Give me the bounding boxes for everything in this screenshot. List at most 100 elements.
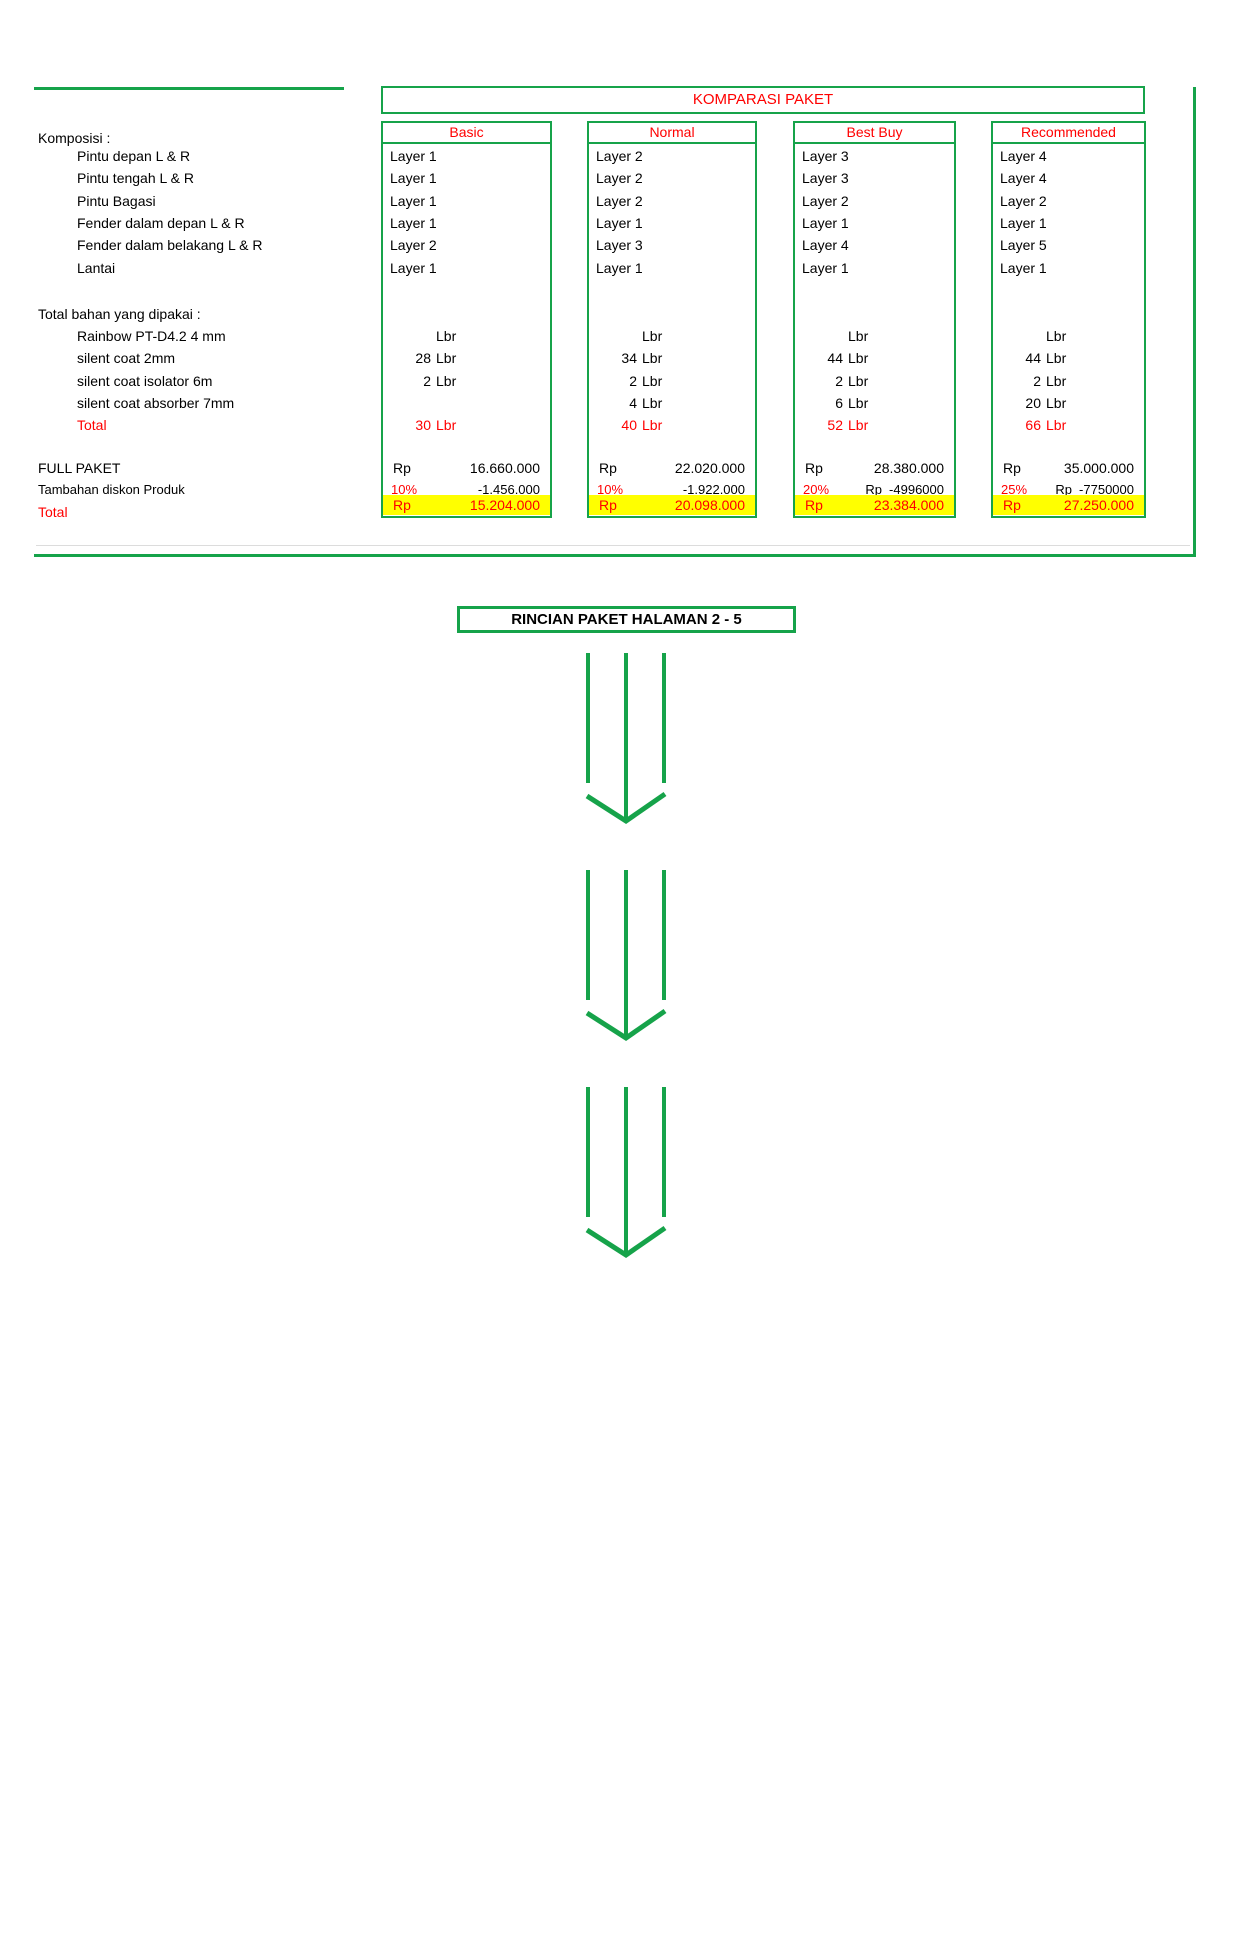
- down-arrow-icon: [585, 870, 667, 1042]
- material-row-label: silent coat isolator 6m: [77, 373, 213, 389]
- composition-row-label: Pintu Bagasi: [77, 193, 156, 209]
- top-left-border-line: [34, 87, 344, 90]
- material-cell: 4 Lbr: [589, 392, 755, 414]
- package-header-bestbuy: Best Buy: [793, 121, 956, 144]
- layer-cell: Layer 4: [1000, 148, 1047, 164]
- right-border-line: [1193, 87, 1196, 557]
- bottom-border-line: [34, 554, 1196, 557]
- layer-cell: Layer 1: [390, 215, 437, 231]
- material-cell: 44 Lbr: [795, 347, 954, 369]
- material-unit: Lbr: [436, 373, 457, 389]
- grand-total-label: Total: [38, 504, 68, 520]
- down-arrow-icon: [585, 653, 667, 825]
- material-unit: Lbr: [1046, 373, 1067, 389]
- material-cell: 44 Lbr: [993, 347, 1144, 369]
- down-arrow-icon: [585, 1087, 667, 1259]
- layer-cell: Layer 2: [1000, 193, 1047, 209]
- composition-row-label: Lantai: [77, 260, 116, 276]
- material-qty: 2: [423, 373, 431, 389]
- material-row-label: Rainbow PT-D4.2 4 mm: [77, 328, 226, 344]
- material-unit: Lbr: [848, 373, 869, 389]
- composition-row-label: Pintu tengah L & R: [77, 170, 195, 186]
- material-qty: 40: [621, 417, 637, 433]
- material-unit: Lbr: [436, 417, 457, 433]
- material-unit: Lbr: [642, 350, 663, 366]
- material-total-label: Total: [77, 417, 107, 433]
- material-cell: 2 Lbr: [993, 370, 1144, 392]
- material-cell: Lbr: [993, 325, 1144, 347]
- material-qty: 2: [1033, 373, 1041, 389]
- layer-cell: Layer 3: [802, 148, 849, 164]
- package-name: Normal: [649, 124, 695, 140]
- material-total-cell: 30 Lbr: [383, 414, 550, 436]
- composition-row-label: Fender dalam belakang L & R: [77, 237, 263, 253]
- material-unit: Lbr: [1046, 395, 1067, 411]
- full-paket-label: FULL PAKET: [38, 460, 121, 476]
- currency: Rp: [1055, 482, 1073, 497]
- material-unit: Lbr: [642, 328, 663, 344]
- material-unit: Lbr: [642, 395, 663, 411]
- material-unit: Lbr: [1046, 417, 1067, 433]
- currency: Rp: [805, 460, 823, 476]
- material-cell: 20 Lbr: [993, 392, 1144, 414]
- package-name: Best Buy: [846, 124, 903, 140]
- total-amount: 27.250.000: [1063, 497, 1134, 513]
- currency: Rp: [393, 460, 411, 476]
- material-qty: 2: [835, 373, 843, 389]
- material-qty: 28: [415, 350, 431, 366]
- discount-pct: 20%: [803, 482, 830, 497]
- total-amount: 20.098.000: [674, 497, 745, 513]
- layer-cell: Layer 3: [596, 237, 643, 253]
- discount-pct: 10%: [597, 482, 624, 497]
- layer-cell: Layer 1: [802, 260, 849, 276]
- material-qty: 34: [621, 350, 637, 366]
- package-column-normal: Layer 2 Layer 2 Layer 2 Layer 1 Layer 3 …: [587, 144, 757, 518]
- discount-amount: -1.456.000: [477, 482, 540, 497]
- material-qty: 30: [415, 417, 431, 433]
- layer-cell: Layer 2: [802, 193, 849, 209]
- currency: Rp: [599, 497, 617, 513]
- layer-cell: Layer 2: [596, 170, 643, 186]
- material-unit: Lbr: [642, 373, 663, 389]
- material-cell: 6 Lbr: [795, 392, 954, 414]
- layer-cell: Layer 1: [1000, 260, 1047, 276]
- material-qty: 2: [629, 373, 637, 389]
- material-qty: 44: [827, 350, 843, 366]
- discount-row: 10% -1.456.000: [383, 479, 550, 501]
- rincian-paket-box: RINCIAN PAKET HALAMAN 2 - 5: [457, 606, 796, 633]
- material-unit: Lbr: [848, 417, 869, 433]
- material-total-cell: 52 Lbr: [795, 414, 954, 436]
- currency: Rp: [1003, 497, 1021, 513]
- currency: Rp: [599, 460, 617, 476]
- layer-cell: Layer 3: [802, 170, 849, 186]
- layer-cell: Layer 1: [802, 215, 849, 231]
- price-amount: 28.380.000: [873, 460, 944, 476]
- material-cell: 28 Lbr: [383, 347, 550, 369]
- material-qty: 6: [835, 395, 843, 411]
- material-row-label: silent coat absorber 7mm: [77, 395, 235, 411]
- currency: Rp: [393, 497, 411, 513]
- material-unit: Lbr: [436, 328, 457, 344]
- material-row-label: silent coat 2mm: [77, 350, 176, 366]
- layer-cell: Layer 4: [1000, 170, 1047, 186]
- package-column-recommended: Layer 4 Layer 4 Layer 2 Layer 1 Layer 5 …: [991, 144, 1146, 518]
- package-header-normal: Normal: [587, 121, 757, 144]
- price-row: Rp 35.000.000: [993, 457, 1144, 479]
- material-cell: 2 Lbr: [795, 370, 954, 392]
- package-column-bestbuy: Layer 3 Layer 3 Layer 2 Layer 1 Layer 4 …: [793, 144, 956, 518]
- layer-cell: Layer 4: [802, 237, 849, 253]
- material-qty: 66: [1025, 417, 1041, 433]
- page-title: KOMPARASI PAKET: [692, 91, 834, 108]
- material-cell: 2 Lbr: [383, 370, 550, 392]
- material-cell: 2 Lbr: [589, 370, 755, 392]
- material-cell: Lbr: [589, 325, 755, 347]
- discount-amount: -4996000: [889, 482, 944, 497]
- price-amount: 35.000.000: [1063, 460, 1134, 476]
- material-qty: 52: [827, 417, 843, 433]
- layer-cell: Layer 1: [390, 260, 437, 276]
- material-unit: Lbr: [1046, 350, 1067, 366]
- material-total-cell: 66 Lbr: [993, 414, 1144, 436]
- layer-cell: Layer 1: [390, 170, 437, 186]
- material-qty: 44: [1025, 350, 1041, 366]
